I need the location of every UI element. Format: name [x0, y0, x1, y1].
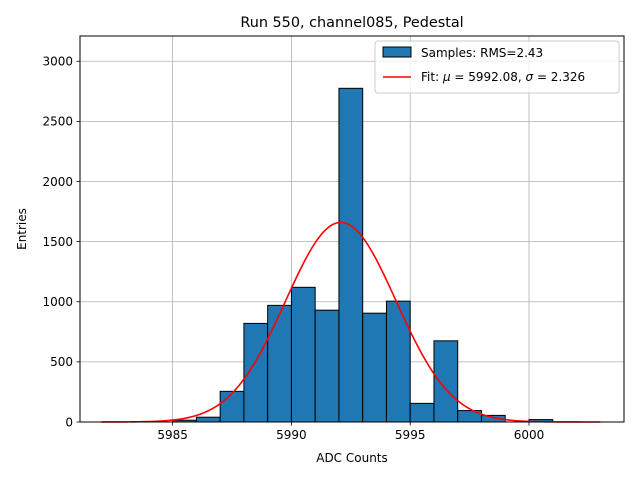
plot-frame — [79, 35, 625, 423]
legend-histogram-label: Samples: RMS=2.43 — [421, 46, 543, 60]
histogram-bar — [267, 304, 292, 423]
y-tick-label: 500 — [50, 355, 73, 369]
fit-curve — [101, 221, 601, 423]
legend: Samples: RMS=2.43 Fit: μ = 5992.08, σ = … — [374, 40, 620, 94]
y-tick-label: 2000 — [42, 175, 73, 189]
y-tick-label: 3000 — [42, 55, 73, 69]
chart-title: Run 550, channel085, Pedestal — [240, 15, 463, 31]
histogram-bar — [314, 309, 340, 423]
legend-fit-mu-symbol: μ — [442, 70, 451, 84]
x-tick-label: 5985 — [157, 428, 188, 442]
histogram-bar — [338, 87, 364, 423]
x-axis-ticks: 5985 5990 5995 6000 — [157, 422, 544, 442]
y-tick-label: 2500 — [42, 115, 73, 129]
x-axis-label: ADC Counts — [316, 451, 388, 465]
x-tick-label: 6000 — [514, 428, 545, 442]
histogram-bar — [219, 390, 245, 423]
legend-fit-mu-value: = 5992.08, — [451, 70, 526, 84]
y-tick-label: 1500 — [42, 235, 73, 249]
histogram-bar — [409, 402, 435, 423]
x-tick-label: 5990 — [276, 428, 307, 442]
y-tick-label: 1000 — [42, 295, 73, 309]
y-axis-label: Entries — [15, 208, 29, 250]
histogram-bar — [433, 340, 459, 423]
legend-fit-sigma-value: = 2.326 — [533, 70, 585, 84]
legend-histogram-swatch — [382, 46, 412, 58]
histogram-bar — [195, 416, 221, 423]
histogram-bar — [385, 300, 411, 423]
legend-fit-sigma-symbol: σ — [526, 70, 534, 84]
y-tick-label: 0 — [65, 415, 73, 429]
legend-box — [374, 40, 620, 94]
x-tick-label: 5995 — [395, 428, 426, 442]
legend-fit-prefix: Fit: — [421, 70, 443, 84]
y-axis-ticks: 0 500 1000 1500 2000 2500 3000 — [42, 55, 80, 429]
legend-fit-label: Fit: μ = 5992.08, σ = 2.326 — [421, 70, 585, 84]
histogram-bar — [362, 312, 387, 423]
histogram-bars — [172, 87, 554, 423]
histogram-bar — [290, 286, 316, 423]
